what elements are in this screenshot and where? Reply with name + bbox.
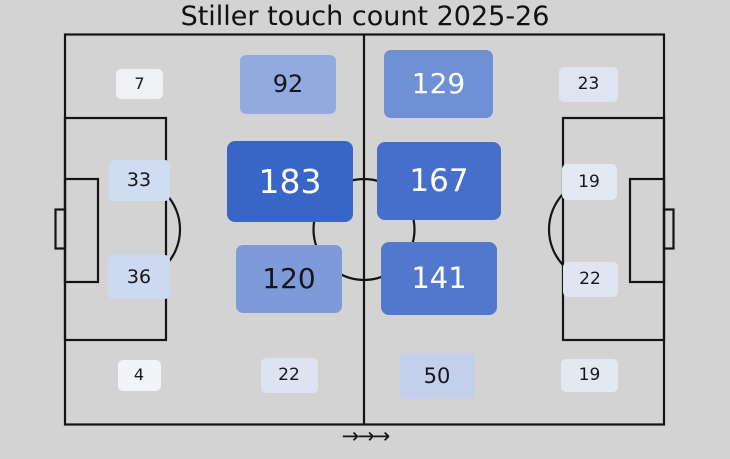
zone-def-center-bottom: 36: [108, 255, 170, 299]
zone-dmid-top: 92: [240, 54, 336, 114]
right-goal: [662, 208, 675, 250]
attack-direction-arrows: →→→: [341, 424, 391, 448]
left-penalty-arc: [165, 193, 182, 266]
zone-def-top: 7: [116, 69, 163, 99]
zone-att-center-bottom: 22: [562, 261, 618, 297]
zone-dmid-center-bottom: 120: [236, 245, 342, 313]
zone-att-bottom: 19: [561, 358, 618, 392]
zone-amid-bottom: 50: [399, 353, 475, 399]
zone-dmid-bottom: 22: [260, 357, 318, 393]
center-circle: [312, 177, 416, 282]
zone-def-bottom: 4: [117, 359, 161, 391]
zone-att-top: 23: [559, 66, 618, 102]
left-goal: [54, 208, 67, 250]
zone-amid-top: 129: [384, 50, 493, 118]
zone-amid-center-bottom: 141: [381, 241, 497, 315]
zone-dmid-center-top: 183: [227, 140, 353, 222]
chart-title: Stiller touch count 2025-26: [180, 1, 550, 32]
right-penalty-arc: [547, 193, 564, 266]
zone-att-center-top: 19: [561, 164, 617, 200]
zone-amid-center-top: 167: [377, 142, 501, 220]
zone-def-center-top: 33: [108, 159, 170, 201]
